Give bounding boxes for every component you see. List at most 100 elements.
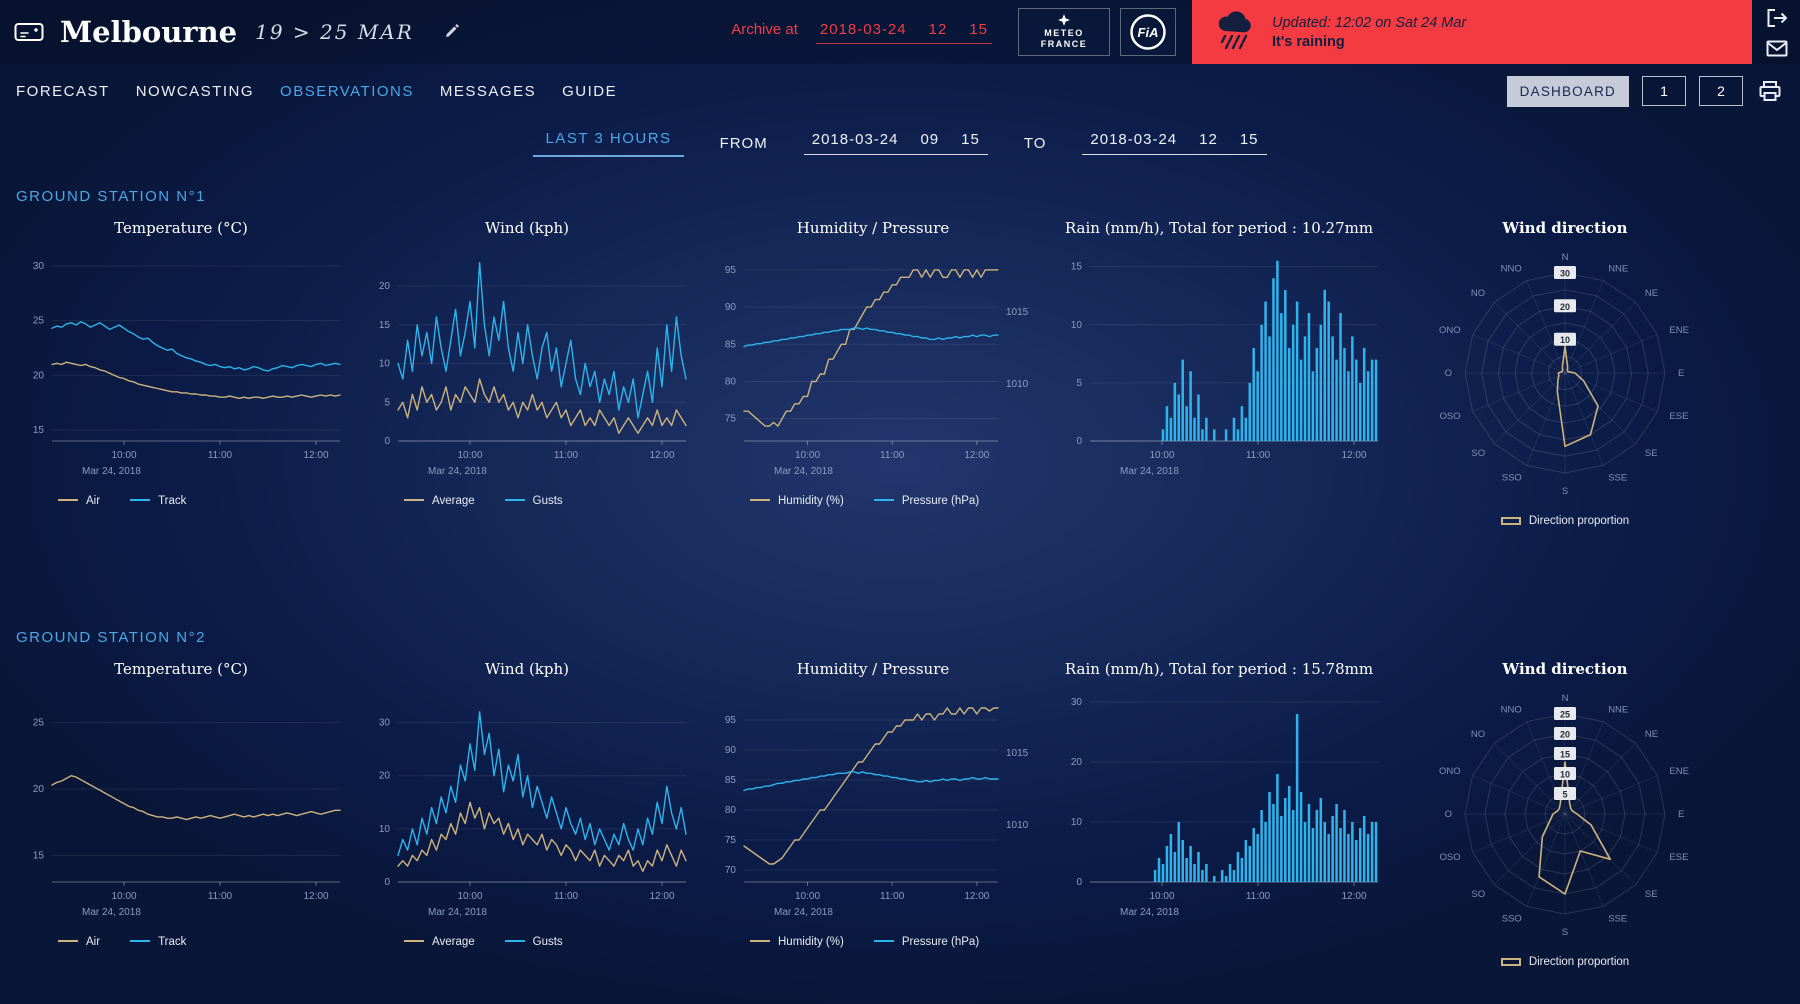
chart-legend: Humidity (%) Pressure (hPa): [750, 493, 1046, 509]
svg-text:NNE: NNE: [1608, 705, 1628, 716]
nav-right-controls: DASHBOARD 1 2: [1506, 75, 1784, 107]
archive-date[interactable]: 2018-03-24: [819, 20, 907, 38]
dashboard-button[interactable]: DASHBOARD: [1506, 75, 1629, 107]
svg-text:20: 20: [1071, 757, 1083, 768]
svg-text:NE: NE: [1645, 729, 1658, 740]
page-2-button[interactable]: 2: [1699, 76, 1743, 106]
printer-icon[interactable]: [1756, 78, 1784, 104]
legend-item: Gusts: [504, 495, 563, 507]
top-bar: Melbourne 19 > 25 MAR Archive at 2018-03…: [0, 0, 1800, 64]
legend-item: Average: [404, 495, 475, 507]
svg-text:11:00: 11:00: [208, 450, 233, 461]
legend-label: Humidity (%): [778, 495, 844, 507]
svg-text:Mar 24, 2018: Mar 24, 2018: [82, 466, 141, 477]
svg-text:20: 20: [1560, 302, 1570, 312]
chart-title: Wind direction: [1502, 219, 1628, 237]
section-title: GROUND STATION N°2: [16, 629, 206, 646]
nav-item-messages[interactable]: MESSAGES: [439, 82, 537, 100]
legend-label: Gusts: [532, 936, 563, 948]
legend-label: Humidity (%): [778, 936, 844, 948]
legend-label: Track: [158, 936, 187, 948]
svg-text:11:00: 11:00: [880, 450, 905, 461]
main-nav: FORECAST NOWCASTING OBSERVATIONS MESSAGES GU…: [0, 64, 1800, 118]
svg-text:95: 95: [725, 715, 737, 726]
last-3-hours-tab[interactable]: LAST 3 HOURS: [533, 130, 684, 157]
svg-text:Mar 24, 2018: Mar 24, 2018: [774, 907, 833, 918]
svg-text:OSO: OSO: [1439, 852, 1460, 863]
updated-timestamp: Updated: 12:02 on Sat 24 Mar: [1272, 14, 1467, 31]
svg-text:15: 15: [1071, 262, 1083, 273]
nav-item-forecast[interactable]: FORECAST: [16, 82, 110, 100]
svg-text:30: 30: [33, 261, 45, 272]
svg-text:10: 10: [1560, 335, 1570, 345]
svg-text:NNO: NNO: [1501, 264, 1522, 275]
meteo-france-mark: [1058, 14, 1070, 27]
svg-text:S: S: [1562, 486, 1568, 497]
svg-text:11:00: 11:00: [880, 891, 905, 902]
rain-plot: 0 10 20 30 10:00 11:00 12:00 Mar 24, 2018: [1071, 697, 1378, 918]
to-minute[interactable]: 15: [1239, 131, 1259, 148]
sign-out-icon[interactable]: [1764, 6, 1790, 30]
chart-wind-direction: Wind direction N NNE NE ENE E ESE SE SSE S SSO SO OS…: [1392, 656, 1738, 970]
svg-text:12:00: 12:00: [649, 891, 674, 902]
to-date[interactable]: 2018-03-24: [1090, 131, 1178, 148]
nav-item-observations[interactable]: OBSERVATIONS: [280, 82, 414, 100]
legend-swatch: [873, 499, 894, 501]
page-title: Melbourne: [60, 15, 238, 49]
section-title: GROUND STATION N°1: [16, 188, 206, 205]
chart-title: Temperature (°C): [114, 219, 248, 237]
svg-text:25: 25: [1560, 710, 1570, 720]
weather-status: It's raining: [1272, 33, 1345, 50]
from-date[interactable]: 2018-03-24: [811, 131, 899, 148]
svg-text:1015: 1015: [1006, 748, 1029, 759]
svg-text:75: 75: [725, 414, 737, 425]
svg-text:15: 15: [1560, 750, 1570, 760]
svg-text:E: E: [1678, 368, 1684, 379]
to-datetime-field[interactable]: 2018-03-24 12 15: [1082, 131, 1267, 155]
svg-text:15: 15: [33, 850, 45, 861]
svg-text:11:00: 11:00: [208, 891, 233, 902]
envelope-icon[interactable]: [1764, 38, 1790, 59]
svg-text:12:00: 12:00: [1341, 450, 1366, 461]
legend-item: Average: [404, 936, 475, 948]
chart-legend: Average Gusts: [404, 934, 700, 950]
from-label: FROM: [719, 134, 768, 152]
archive-datetime-field[interactable]: 2018-03-24 12 15: [815, 20, 992, 44]
svg-text:1010: 1010: [1006, 379, 1029, 390]
chart-wind-direction: Wind direction N NNE NE ENE E ESE SE SSE S SSO SO OS…: [1392, 215, 1738, 529]
legend-swatch: [1500, 517, 1521, 525]
svg-text:20: 20: [379, 281, 391, 292]
chart-title: Humidity / Pressure: [796, 660, 950, 678]
nav-item-guide[interactable]: GUIDE: [562, 82, 618, 100]
nav-item-nowcasting[interactable]: NOWCASTING: [135, 82, 255, 100]
archive-hour[interactable]: 12: [928, 20, 948, 38]
svg-text:10: 10: [1071, 817, 1083, 828]
svg-text:5: 5: [384, 397, 390, 408]
svg-text:Mar 24, 2018: Mar 24, 2018: [774, 466, 833, 477]
svg-text:20: 20: [33, 784, 45, 795]
legend-label: Air: [86, 495, 101, 507]
nav-items: FORECAST NOWCASTING OBSERVATIONS MESSAGES GU…: [16, 83, 617, 100]
from-hour[interactable]: 09: [920, 131, 940, 148]
svg-text:11:00: 11:00: [554, 891, 579, 902]
svg-text:NNO: NNO: [1501, 705, 1522, 716]
from-datetime-field[interactable]: 2018-03-24 09 15: [803, 131, 988, 155]
legend-swatch: [1500, 958, 1521, 966]
svg-text:30: 30: [1071, 697, 1083, 708]
archive-minute[interactable]: 15: [969, 20, 988, 38]
charts-row: Temperature (°C) 15 20 25 10:00 11:00 12:00 Mar…: [0, 656, 1800, 970]
svg-text:70: 70: [725, 865, 737, 876]
legend-item: Air: [58, 495, 100, 507]
legend-swatch: [404, 940, 424, 942]
edit-icon[interactable]: [442, 20, 463, 44]
page-1-button[interactable]: 1: [1642, 76, 1686, 106]
svg-text:10: 10: [379, 824, 391, 835]
chart-title: Wind (kph): [484, 219, 570, 237]
chart-title: Humidity / Pressure: [796, 219, 950, 237]
legend-swatch: [750, 940, 770, 942]
svg-text:N: N: [1562, 252, 1569, 263]
legend-item: Track: [130, 936, 186, 948]
legend-item: Pressure (hPa): [873, 936, 979, 948]
from-minute[interactable]: 15: [961, 131, 980, 148]
to-hour[interactable]: 12: [1199, 131, 1218, 148]
